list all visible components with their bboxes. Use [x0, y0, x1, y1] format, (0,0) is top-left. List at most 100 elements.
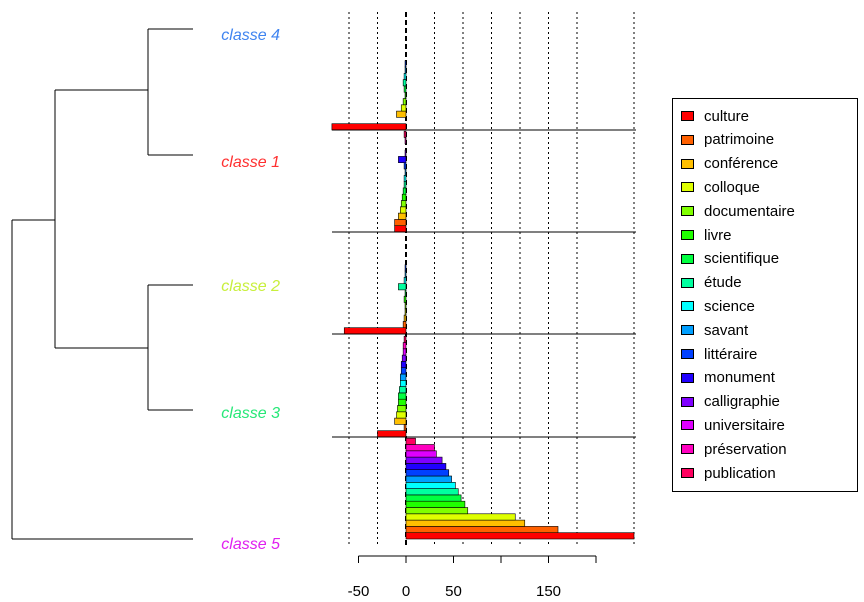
- bar: [400, 367, 407, 375]
- x-tick-label: 50: [445, 583, 462, 600]
- bar: [403, 73, 407, 80]
- bar: [405, 437, 416, 445]
- bar: [401, 193, 407, 201]
- legend-item: patrimoine: [681, 129, 774, 151]
- bar: [397, 405, 407, 413]
- bar: [405, 450, 437, 458]
- bar: [400, 361, 407, 368]
- legend-swatch: [681, 230, 694, 240]
- bar: [403, 424, 407, 431]
- legend-item: culture: [681, 105, 749, 127]
- legend-swatch: [681, 325, 694, 336]
- bar: [403, 314, 407, 322]
- bar: [403, 181, 407, 189]
- legend-swatch: [681, 420, 694, 431]
- legend-label: littéraire: [704, 345, 758, 363]
- bar: [399, 206, 407, 214]
- legend-label: monument: [704, 369, 775, 387]
- legend-label: calligraphie: [704, 393, 780, 411]
- legend-swatch: [681, 468, 694, 478]
- legend-swatch: [681, 111, 694, 121]
- legend-item: publication: [681, 462, 776, 484]
- bar: [402, 321, 407, 328]
- bar: [405, 494, 462, 502]
- bar: [398, 212, 407, 220]
- legend-label: publication: [704, 464, 776, 482]
- class-label: classe 2: [221, 278, 280, 295]
- bar: [405, 481, 456, 489]
- bar: [404, 264, 407, 272]
- legend-item: préservation: [681, 438, 787, 460]
- bar: [398, 156, 407, 163]
- class-label: classe 3: [221, 405, 280, 422]
- bar: [404, 137, 407, 145]
- gridlines: [348, 12, 635, 545]
- bar: [402, 348, 407, 356]
- bar: [403, 162, 407, 170]
- class-label: classe 1: [221, 154, 280, 171]
- bar: [402, 98, 407, 106]
- bar: [403, 130, 407, 138]
- x-tick-label: -50: [348, 583, 370, 600]
- bar: [405, 456, 443, 464]
- legend-item: conférence: [681, 153, 778, 175]
- bar: [331, 123, 407, 131]
- bar: [405, 500, 466, 508]
- bars: [331, 60, 635, 540]
- bar: [404, 168, 407, 176]
- legend-label: préservation: [704, 440, 787, 458]
- bar: [402, 79, 407, 87]
- legend-item: livre: [681, 224, 732, 246]
- bar: [398, 392, 407, 400]
- legend-item: universitaire: [681, 414, 785, 436]
- bar: [394, 417, 407, 425]
- class-label: classe 5: [221, 536, 280, 553]
- class-separators: [332, 129, 636, 438]
- bar: [377, 430, 407, 438]
- bar: [405, 488, 459, 496]
- bar: [405, 513, 516, 521]
- bar: [402, 342, 407, 350]
- legend-item: littéraire: [681, 343, 757, 365]
- x-tick-label: 150: [536, 583, 561, 600]
- bar: [394, 225, 407, 233]
- legend-swatch: [681, 349, 694, 359]
- legend-item: science: [681, 295, 755, 317]
- bar: [405, 519, 526, 527]
- bar: [399, 373, 407, 381]
- legend-label: universitaire: [704, 416, 785, 434]
- bar: [402, 187, 407, 195]
- legend-swatch: [681, 134, 694, 145]
- legend-label: étude: [704, 274, 742, 292]
- bar: [394, 219, 407, 226]
- legend-swatch: [681, 182, 694, 193]
- legend-label: livre: [704, 226, 732, 244]
- bar: [405, 463, 447, 470]
- bar: [403, 85, 407, 93]
- bar: [403, 175, 407, 182]
- legend: culture patrimoine conférence colloque docum…: [672, 98, 858, 492]
- class-labels: classe 4 classe 1 classe 2 classe 3 classe 5: [221, 27, 280, 553]
- bar: [400, 200, 407, 208]
- bar: [398, 283, 407, 291]
- bar: [403, 295, 407, 303]
- bar: [396, 110, 407, 118]
- legend-swatch: [681, 253, 694, 264]
- x-axis: -50 0 50 150: [348, 555, 597, 600]
- bar: [401, 354, 407, 362]
- legend-swatch: [681, 444, 694, 455]
- legend-item: monument: [681, 367, 775, 389]
- legend-label: science: [704, 297, 755, 315]
- bar: [405, 532, 635, 540]
- legend-swatch: [681, 277, 694, 288]
- legend-swatch: [681, 396, 694, 407]
- bar: [405, 475, 452, 483]
- legend-item: calligraphie: [681, 391, 780, 413]
- bar: [396, 411, 407, 419]
- legend-label: colloque: [704, 178, 760, 196]
- bar: [405, 526, 559, 534]
- legend-item: savant: [681, 319, 748, 341]
- bar: [405, 507, 469, 515]
- legend-label: savant: [704, 321, 749, 339]
- legend-label: patrimoine: [704, 131, 775, 149]
